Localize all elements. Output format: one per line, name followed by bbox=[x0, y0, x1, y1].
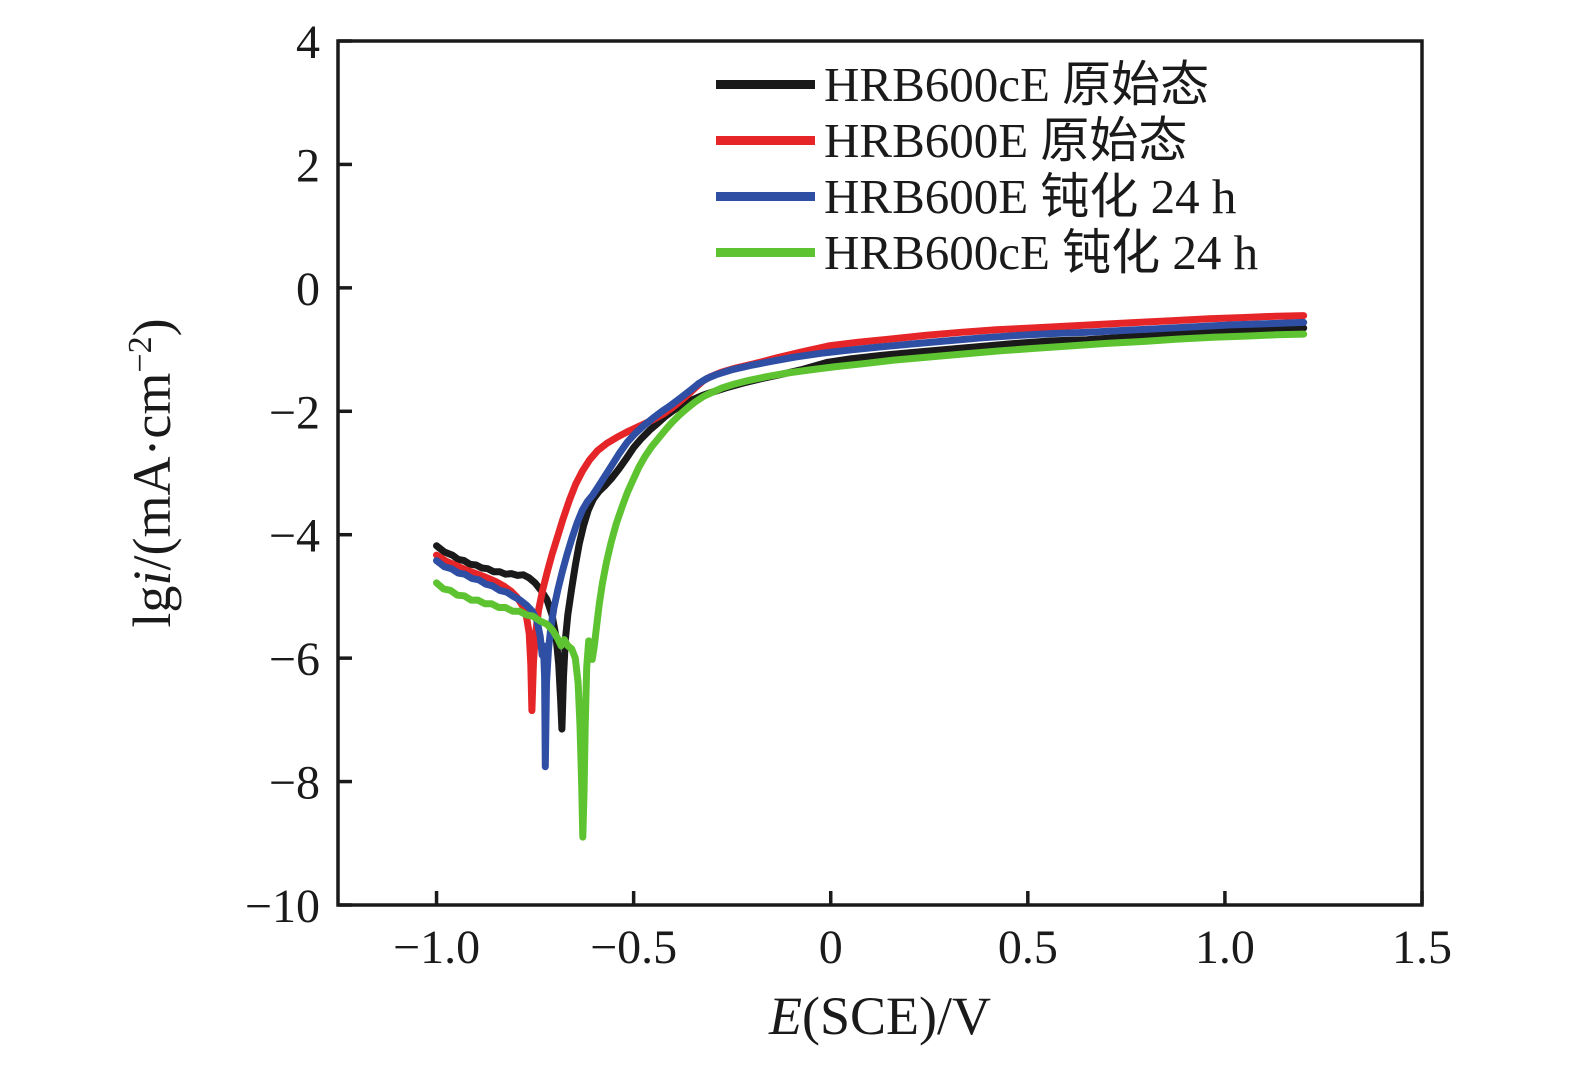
legend-item: HRB600E 钝化 24 h bbox=[716, 168, 1258, 224]
x-tick-label: −1.0 bbox=[393, 921, 480, 974]
y-axis-title-variable: i bbox=[122, 570, 182, 586]
y-axis-title-close: ) bbox=[122, 318, 182, 337]
x-tick-label: −0.5 bbox=[590, 921, 677, 974]
x-axis-title-units: (SCE)/V bbox=[802, 986, 991, 1046]
legend-item: HRB600E 原始态 bbox=[716, 112, 1258, 168]
y-axis-title-units: /(mA·cm bbox=[122, 372, 182, 571]
x-axis-title-variable: E bbox=[769, 986, 802, 1046]
legend-item: HRB600cE 原始态 bbox=[716, 56, 1258, 112]
curve-series-0 bbox=[433, 324, 1308, 733]
legend-line-swatch-red bbox=[716, 135, 815, 145]
legend-label: HRB600cE 钝化 24 h bbox=[824, 224, 1259, 280]
y-tick-label: 0 bbox=[296, 263, 320, 316]
y-axis-title-exponent: −2 bbox=[122, 336, 159, 373]
plot-border bbox=[336, 39, 1424, 907]
y-tick-label: −2 bbox=[269, 386, 320, 439]
legend: HRB600cE 原始态 HRB600E 原始态 HRB600E 钝化 24 h… bbox=[716, 56, 1258, 280]
y-tick-label: −10 bbox=[245, 880, 320, 933]
x-tick-label: 1.5 bbox=[1392, 921, 1452, 974]
x-tick-label: 1.0 bbox=[1195, 921, 1255, 974]
curve-series-2 bbox=[433, 318, 1308, 771]
curve-series-3 bbox=[433, 330, 1308, 841]
y-axis-title: lgi/(mA·cm−2) bbox=[121, 318, 183, 627]
y-tick-label: −8 bbox=[269, 757, 320, 810]
legend-item: HRB600cE 钝化 24 h bbox=[716, 224, 1258, 280]
x-tick-label: 0.5 bbox=[998, 921, 1058, 974]
y-tick-label: −6 bbox=[269, 633, 320, 686]
y-tick-label: 4 bbox=[296, 16, 320, 69]
y-tick-label: 2 bbox=[296, 139, 320, 192]
y-axis-title-prefix: lg bbox=[122, 585, 182, 628]
legend-line-swatch-black bbox=[716, 79, 815, 89]
x-axis-title: E(SCE)/V bbox=[769, 985, 991, 1047]
x-tick-label: 0 bbox=[819, 921, 843, 974]
legend-label: HRB600E 钝化 24 h bbox=[824, 168, 1237, 224]
legend-label: HRB600E 原始态 bbox=[824, 112, 1188, 168]
legend-line-swatch-green bbox=[716, 247, 815, 257]
legend-label: HRB600cE 原始态 bbox=[824, 56, 1210, 112]
legend-line-swatch-blue bbox=[716, 191, 815, 201]
y-tick-label: −4 bbox=[269, 510, 320, 563]
